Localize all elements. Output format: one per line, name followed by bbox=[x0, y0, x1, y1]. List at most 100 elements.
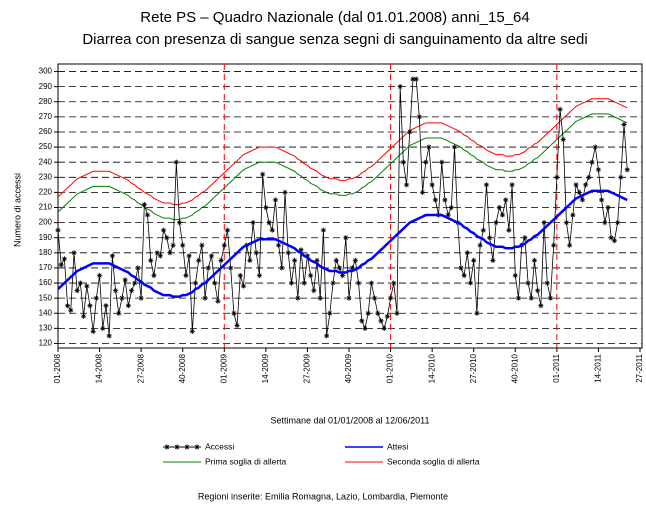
marker bbox=[138, 295, 144, 301]
marker bbox=[106, 333, 112, 339]
marker bbox=[170, 242, 176, 248]
x-tick-label: 40-2008 bbox=[178, 353, 187, 383]
y-tick-label: 140 bbox=[39, 308, 53, 317]
marker bbox=[340, 272, 346, 279]
marker bbox=[381, 325, 387, 331]
marker bbox=[256, 272, 263, 279]
marker bbox=[84, 283, 90, 289]
legend-item: Prima soglia di allerta bbox=[163, 456, 287, 466]
marker bbox=[512, 272, 518, 279]
marker bbox=[144, 212, 151, 218]
marker bbox=[487, 235, 493, 241]
marker bbox=[74, 287, 80, 294]
marker bbox=[547, 295, 554, 301]
marker bbox=[237, 272, 243, 279]
marker bbox=[58, 262, 64, 268]
marker bbox=[154, 250, 160, 256]
marker bbox=[384, 313, 390, 319]
marker bbox=[276, 242, 282, 248]
marker bbox=[184, 444, 190, 450]
marker bbox=[346, 295, 352, 301]
x-tick-label: 27-2010 bbox=[469, 353, 478, 383]
marker bbox=[355, 280, 362, 286]
marker bbox=[212, 280, 218, 286]
marker bbox=[205, 265, 211, 271]
y-tick-label: 150 bbox=[39, 293, 53, 302]
marker bbox=[480, 227, 486, 233]
marker bbox=[100, 325, 106, 331]
marker bbox=[228, 265, 234, 271]
y-tick-label: 290 bbox=[39, 82, 53, 91]
marker bbox=[164, 235, 170, 241]
marker bbox=[477, 242, 483, 248]
marker bbox=[445, 212, 451, 218]
y-tick-label: 250 bbox=[39, 142, 53, 151]
marker bbox=[186, 253, 192, 259]
plot-frame bbox=[57, 63, 643, 349]
marker bbox=[490, 257, 496, 263]
x-tick-label: 27-2009 bbox=[303, 353, 312, 383]
x-tick-label: 14-2011 bbox=[594, 353, 603, 382]
marker bbox=[557, 106, 563, 112]
marker bbox=[551, 242, 557, 248]
marker bbox=[320, 227, 327, 233]
marker bbox=[567, 242, 573, 248]
marker bbox=[611, 238, 618, 244]
marker bbox=[164, 444, 170, 450]
marker bbox=[231, 310, 237, 316]
x-tick-label: 27-2008 bbox=[136, 353, 145, 383]
marker bbox=[429, 182, 435, 188]
marker bbox=[183, 272, 189, 279]
y-tick-label: 180 bbox=[39, 248, 53, 257]
marker bbox=[116, 310, 122, 316]
x-tick-label: 40-2009 bbox=[344, 353, 353, 383]
marker bbox=[122, 277, 128, 283]
marker bbox=[141, 201, 147, 208]
marker bbox=[467, 280, 474, 286]
marker bbox=[573, 182, 579, 188]
marker bbox=[71, 250, 77, 256]
legend-item: Seconda soglia di allerta bbox=[345, 456, 480, 466]
marker bbox=[531, 257, 538, 263]
x-tick-label: 01-2009 bbox=[219, 353, 228, 383]
marker bbox=[125, 303, 131, 309]
x-tick-label: 27-2011 bbox=[635, 353, 644, 382]
y-tick-label: 230 bbox=[39, 172, 53, 181]
marker bbox=[352, 257, 358, 263]
marker bbox=[160, 227, 167, 233]
marker bbox=[194, 444, 200, 450]
marker bbox=[192, 280, 199, 286]
marker bbox=[375, 310, 381, 316]
series-line bbox=[57, 113, 628, 221]
marker bbox=[317, 295, 323, 301]
marker bbox=[592, 144, 598, 150]
marker bbox=[61, 256, 67, 262]
marker bbox=[324, 333, 330, 339]
marker bbox=[499, 212, 506, 218]
marker bbox=[522, 235, 528, 241]
marker bbox=[327, 310, 333, 316]
y-tick-label: 240 bbox=[39, 157, 53, 166]
x-tick-label: 14-2009 bbox=[261, 353, 270, 383]
marker bbox=[618, 174, 624, 180]
legend-label: Attesi bbox=[387, 441, 408, 451]
marker bbox=[292, 257, 298, 263]
marker bbox=[90, 328, 96, 334]
marker bbox=[541, 220, 547, 226]
y-tick-label: 260 bbox=[39, 127, 53, 136]
marker bbox=[269, 227, 275, 233]
marker bbox=[285, 250, 291, 256]
marker bbox=[419, 189, 426, 196]
y-tick-label: 130 bbox=[39, 323, 53, 332]
marker bbox=[448, 204, 454, 211]
marker bbox=[343, 235, 349, 241]
marker bbox=[595, 167, 602, 173]
marker bbox=[279, 265, 285, 271]
series-line bbox=[57, 189, 628, 298]
x-tick-label: 40-2010 bbox=[510, 353, 519, 383]
marker bbox=[397, 84, 403, 90]
marker bbox=[103, 303, 109, 309]
y-tick-label: 220 bbox=[39, 188, 53, 197]
y-tick-label: 170 bbox=[39, 263, 53, 272]
